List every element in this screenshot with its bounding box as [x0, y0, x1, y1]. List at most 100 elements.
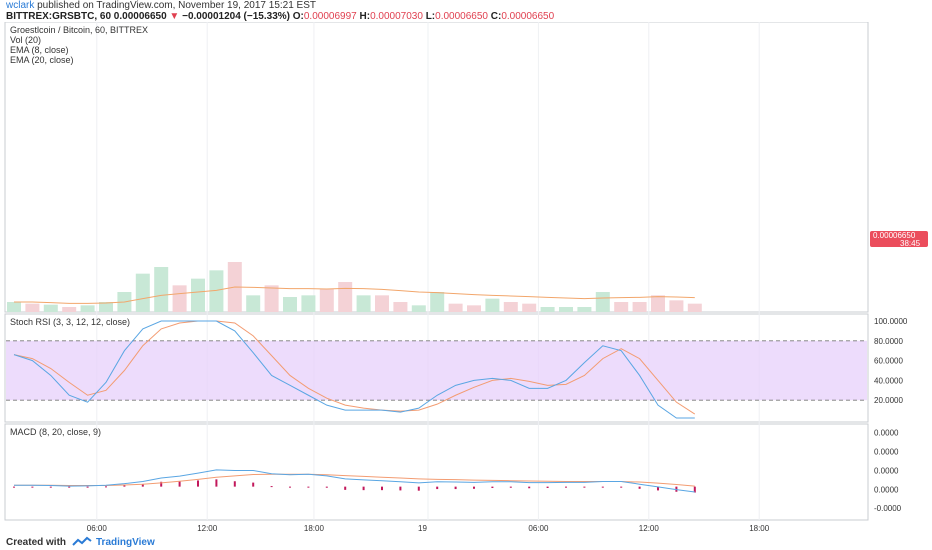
macd-histogram-bar — [178, 481, 181, 487]
stoch-rsi-band — [6, 340, 867, 401]
close-label: C: — [490, 11, 502, 22]
macd-histogram-bar — [270, 486, 273, 488]
volume-bar — [669, 300, 684, 312]
macd-lines — [13, 469, 696, 493]
publish-header: wclark published on TradingView.com, Nov… — [0, 0, 932, 22]
symbol-line: BITTREX:GRSBTC, 60 0.00006650 ▼ −0.00001… — [6, 11, 554, 22]
footer: Created with TradingView — [0, 533, 932, 550]
volume-bar — [411, 305, 426, 312]
volume-bar — [319, 288, 334, 312]
symbol-label: BITTREX:GRSBTC, 60 — [6, 11, 112, 22]
open-value: 0.00006997 — [303, 11, 357, 22]
macd-histogram-bar — [13, 486, 15, 488]
volume-bar — [338, 282, 353, 312]
volume-bar — [595, 292, 610, 312]
stoch-tick-label: 20.0000 — [874, 396, 903, 405]
macd-pane[interactable] — [4, 423, 869, 521]
volume-bar — [264, 285, 279, 312]
high-value: 0.00007030 — [370, 11, 423, 22]
macd-histogram-bar — [307, 486, 310, 488]
macd-histogram-bar — [105, 486, 107, 488]
time-tick-label: 12:00 — [197, 524, 218, 533]
price-pane[interactable] — [4, 22, 869, 313]
macd-histogram-bar — [528, 486, 531, 489]
macd-histogram-bar — [123, 485, 126, 487]
chart-title: Groestlcoin / Bitcoin, 60, BITTREX — [10, 25, 148, 35]
stoch-rsi-lines — [6, 320, 867, 419]
volume-bar — [246, 295, 261, 312]
volume-bar — [356, 295, 371, 312]
time-tick-label: 06:00 — [528, 524, 549, 533]
stoch-tick-label: 100.0000 — [874, 317, 908, 326]
legend-volume: Vol (20) — [10, 35, 41, 45]
macd-histogram-bar — [399, 486, 402, 491]
macd-histogram-bar — [141, 483, 144, 487]
macd-line — [14, 469, 695, 493]
close-value: 0.00006650 — [501, 11, 555, 22]
macd-histogram-bar — [565, 486, 567, 488]
volume-bar — [687, 303, 702, 312]
macd-tick-label: 0.0000 — [874, 448, 899, 457]
volume-bar — [614, 302, 629, 312]
macd-tick-label: 0.0000 — [874, 466, 899, 475]
macd-histogram-bar — [233, 481, 236, 487]
volume-bar — [191, 278, 205, 312]
volume-bar — [577, 307, 592, 312]
macd-histogram-bar — [252, 482, 255, 487]
tradingview-logo-icon[interactable] — [72, 536, 92, 547]
macd-histogram-bar — [693, 486, 696, 493]
volume-bar — [430, 292, 445, 312]
volume-bar — [503, 302, 518, 312]
stoch-tick-label: 60.0000 — [874, 357, 903, 366]
macd-histogram-bar — [473, 486, 475, 489]
grid-lines — [96, 22, 760, 520]
macd-histogram-bar — [620, 486, 623, 488]
stoch-d-line — [13, 320, 696, 415]
volume-bar — [25, 303, 40, 312]
tradingview-brand-link[interactable]: TradingView — [96, 537, 155, 548]
macd-signal-line — [14, 473, 695, 487]
last-price: 0.00006650 — [113, 11, 167, 22]
macd-histogram-bar — [381, 486, 383, 491]
price-tag — [870, 231, 928, 247]
open-label: O: — [292, 11, 304, 22]
legend-ema8: EMA (8, close) — [10, 45, 69, 55]
time-tick-label: 06:00 — [87, 524, 108, 533]
macd-histogram-bar — [344, 486, 347, 490]
macd-histogram-bar — [197, 480, 199, 487]
volume-bar — [43, 304, 58, 312]
volume-bar — [154, 267, 169, 312]
volume-bar — [209, 270, 224, 312]
volume-bars — [7, 262, 702, 312]
macd-tick-label: 0.0000 — [874, 485, 899, 494]
legend-ema20: EMA (20, close) — [10, 55, 74, 65]
publish-line: wclark published on TradingView.com, Nov… — [6, 0, 316, 11]
volume-bar — [7, 302, 21, 312]
chart-area[interactable]: 0.000090000.000088000.000086000.00008400… — [0, 22, 932, 533]
macd-histogram-bar — [215, 479, 218, 487]
macd-histogram-bar — [31, 486, 34, 488]
volume-bar — [172, 285, 187, 312]
volume-bar — [62, 307, 77, 312]
stoch-rsi-title: Stoch RSI (3, 3, 12, 12, close) — [10, 317, 130, 327]
macd-tick-label: -0.0000 — [874, 504, 902, 513]
time-tick-label: 18:00 — [749, 524, 770, 533]
volume-bar — [393, 302, 408, 312]
down-arrow-icon: ▼ — [169, 11, 180, 22]
macd-histogram-bar — [657, 486, 659, 491]
created-with-label: Created with — [6, 537, 67, 548]
macd-histogram-bar — [546, 486, 549, 488]
macd-histogram-bar — [68, 486, 71, 488]
macd-histogram-bar — [86, 486, 89, 488]
countdown-timer: 38:45 — [900, 239, 921, 248]
volume-bar — [99, 302, 113, 312]
macd-histogram-bar — [583, 486, 586, 488]
volume-bar — [448, 303, 463, 312]
time-tick-label: 18:00 — [304, 524, 325, 533]
volume-bar — [522, 303, 537, 312]
author-link[interactable]: wclark — [6, 0, 35, 11]
stoch-tick-label: 80.0000 — [874, 337, 903, 346]
volume-bar — [80, 305, 95, 312]
macd-histogram-bar — [160, 481, 163, 487]
volume-bar — [651, 295, 665, 312]
